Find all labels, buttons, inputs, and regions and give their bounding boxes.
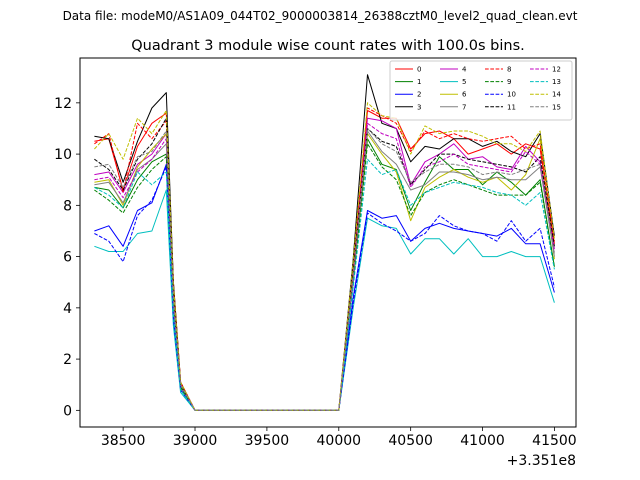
series-line-15	[94, 128, 555, 411]
series-line-11	[94, 117, 555, 411]
y-tick-label: 8	[63, 198, 72, 214]
suptitle: Data file: modeM0/AS1A09_044T02_90000038…	[63, 9, 578, 23]
y-tick-label: 12	[54, 96, 72, 112]
legend-label-3: 3	[417, 103, 421, 111]
legend-label-1: 1	[417, 78, 421, 86]
axes-frame	[79, 57, 577, 428]
x-tick-label: 38500	[101, 433, 146, 449]
legend-label-0: 0	[417, 66, 421, 74]
y-tick-label: 4	[63, 301, 72, 317]
y-tick-label: 2	[63, 352, 72, 368]
y-axis: 0 2 4 6 8 10 12	[54, 96, 80, 419]
x-tick-label: 39500	[245, 433, 290, 449]
x-tick-label: 41500	[532, 433, 577, 449]
series-layer	[94, 74, 555, 411]
y-tick-label: 10	[54, 147, 72, 163]
x-tick-label: 40500	[388, 433, 433, 449]
x-tick-label: 40000	[317, 433, 362, 449]
x-axis: 38500 39000 39500 40000 40500 41000 41500	[101, 427, 577, 449]
x-tick-label: 39000	[173, 433, 218, 449]
legend-label-5: 5	[462, 78, 466, 86]
legend-label-2: 2	[417, 91, 421, 99]
legend-label-14: 14	[552, 91, 561, 99]
x-tick-label: 41000	[460, 433, 505, 449]
legend-label-7: 7	[462, 103, 466, 111]
legend-label-15: 15	[552, 103, 561, 111]
y-tick-label: 0	[63, 403, 72, 419]
x-axis-offset-label: +3.351e8	[507, 453, 576, 469]
legend-label-9: 9	[507, 78, 511, 86]
y-tick-label: 6	[63, 250, 72, 266]
chart-title: Quadrant 3 module wise count rates with …	[131, 38, 525, 54]
legend-label-11: 11	[507, 103, 516, 111]
legend-label-10: 10	[507, 91, 516, 99]
legend-frame	[389, 60, 573, 121]
legend-label-6: 6	[462, 91, 467, 99]
legend-label-4: 4	[462, 66, 467, 74]
legend-label-13: 13	[552, 78, 561, 86]
legend-label-8: 8	[507, 66, 511, 74]
legend-label-12: 12	[552, 66, 561, 74]
